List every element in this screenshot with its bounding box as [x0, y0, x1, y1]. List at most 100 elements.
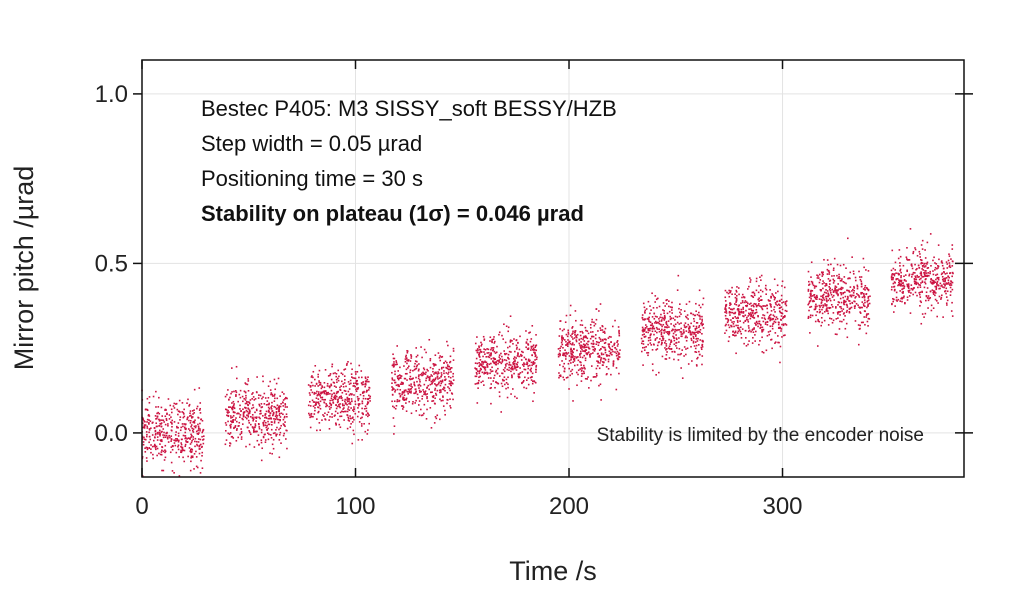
data-point — [437, 371, 439, 373]
data-point — [608, 350, 611, 353]
data-point — [497, 362, 499, 365]
data-point — [184, 435, 186, 437]
grid — [141, 60, 964, 477]
data-point — [817, 275, 819, 277]
data-point — [156, 425, 158, 428]
data-point — [437, 352, 440, 354]
data-point — [782, 301, 785, 303]
data-point — [200, 418, 203, 421]
data-point — [665, 299, 667, 302]
data-point — [581, 324, 584, 326]
data-point — [515, 339, 518, 341]
data-point — [392, 353, 394, 356]
data-point — [735, 352, 737, 355]
data-point — [933, 280, 935, 283]
data-point — [326, 382, 329, 385]
data-point — [357, 404, 360, 407]
data-point — [600, 352, 603, 355]
data-point — [196, 405, 199, 408]
data-point — [766, 334, 769, 337]
data-point — [152, 453, 154, 456]
data-point — [814, 307, 817, 309]
data-point — [587, 340, 590, 343]
data-point — [358, 421, 361, 423]
data-point — [498, 331, 501, 334]
data-point — [580, 350, 582, 353]
data-point — [642, 330, 644, 333]
data-point — [951, 260, 954, 262]
data-point — [725, 309, 727, 311]
data-point — [924, 312, 927, 315]
data-point — [350, 362, 352, 365]
data-point — [235, 395, 237, 397]
data-point — [416, 380, 418, 383]
data-point — [476, 351, 479, 353]
data-point — [839, 297, 842, 300]
data-point — [950, 282, 952, 285]
data-point — [948, 265, 951, 268]
data-point — [733, 321, 735, 323]
data-point — [353, 394, 355, 396]
data-point — [729, 314, 731, 316]
data-point — [759, 276, 761, 278]
data-point — [267, 427, 269, 430]
data-point — [434, 383, 436, 385]
data-point — [185, 441, 188, 443]
data-point — [154, 415, 157, 417]
data-point — [659, 316, 661, 319]
data-point — [183, 460, 186, 463]
annotation-step-width: Step width = 0.05 µrad — [201, 131, 422, 156]
data-point — [590, 331, 592, 333]
data-point — [482, 363, 484, 365]
data-point — [669, 343, 672, 345]
data-point — [393, 379, 395, 382]
data-point — [224, 429, 227, 432]
data-point — [860, 280, 863, 283]
data-point — [501, 359, 504, 362]
data-point — [683, 310, 686, 312]
data-point — [419, 385, 422, 387]
data-point — [649, 312, 651, 315]
data-point — [698, 350, 700, 353]
data-point — [929, 290, 932, 293]
data-point — [764, 321, 767, 324]
data-point — [918, 278, 921, 281]
data-point — [143, 425, 146, 428]
data-point — [943, 270, 945, 273]
data-point — [744, 314, 747, 317]
data-point — [915, 278, 918, 281]
data-point — [684, 326, 687, 329]
data-point — [647, 343, 649, 346]
data-point — [336, 412, 339, 415]
data-point — [918, 267, 920, 269]
data-point — [766, 321, 769, 323]
data-point — [520, 359, 523, 361]
data-point — [663, 312, 665, 315]
data-point — [733, 307, 735, 310]
data-point — [286, 415, 288, 418]
data-point — [675, 342, 677, 344]
data-point — [275, 382, 278, 385]
data-point — [418, 414, 421, 416]
data-point — [725, 303, 728, 306]
data-point — [669, 306, 672, 308]
data-point — [927, 267, 930, 269]
data-point — [339, 386, 341, 389]
data-point — [642, 364, 644, 366]
data-point — [482, 380, 484, 383]
data-point — [811, 283, 814, 285]
data-point — [570, 356, 573, 358]
data-point — [525, 346, 527, 349]
data-point — [837, 283, 839, 285]
data-point — [665, 320, 668, 323]
data-point — [233, 390, 235, 393]
data-point — [728, 295, 731, 298]
data-point — [923, 316, 925, 318]
data-point — [828, 297, 831, 300]
data-point — [530, 345, 533, 348]
data-point — [843, 281, 846, 284]
data-point — [428, 388, 430, 391]
data-point — [842, 313, 845, 315]
data-point — [323, 398, 325, 401]
data-point — [228, 406, 230, 408]
